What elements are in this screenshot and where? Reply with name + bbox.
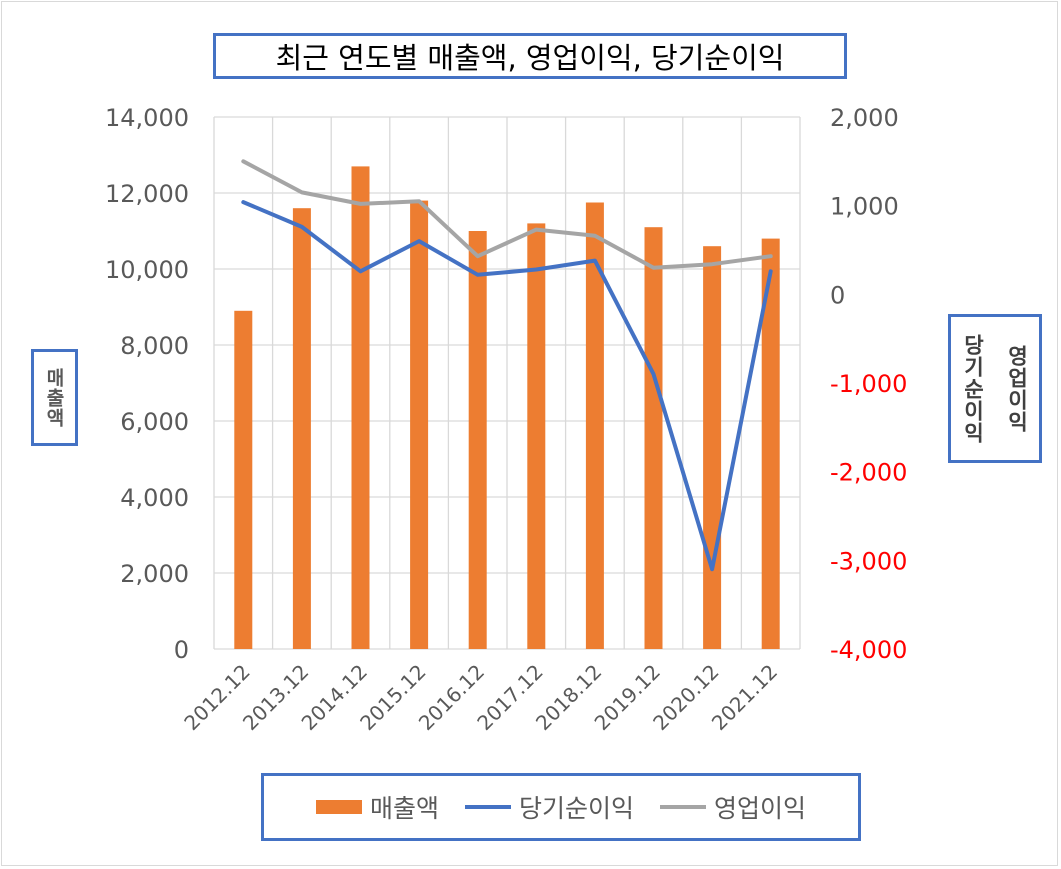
bar-revenue [644,227,663,649]
left-axis-label-box: 매출액 [31,349,78,446]
legend-label-revenue: 매출액 [369,794,439,823]
bar-revenue [585,202,604,649]
left-axis-label: 매출액 [43,367,65,428]
legend-item-net-income: 당기순이익 [464,789,634,825]
left-tick-label: 4,000 [120,484,189,512]
left-tick-label: 2,000 [120,560,189,588]
legend-label-operating-income: 영업이익 [714,794,807,823]
bar-revenue [234,310,253,649]
right-tick-label: -4,000 [830,636,907,664]
x-tick-label: 2021.12 [707,660,782,735]
legend-item-operating-income: 영업이익 [660,789,806,825]
right-tick-label: 1,000 [830,193,899,221]
bar-revenue [527,223,546,649]
bar-revenue [761,238,780,649]
bar-revenue [351,166,370,649]
legend-swatch-operating-income [660,805,706,809]
bar-revenue [292,208,311,649]
right-tick-label: 2,000 [830,104,899,132]
bar-revenue [468,231,487,649]
left-tick-label: 12,000 [105,180,189,208]
legend-swatch-revenue [315,800,362,814]
chart-title-text: 최근 연도별 매출액, 영업이익, 당기순이익 [275,41,785,75]
right-tick-label: -2,000 [830,459,907,487]
left-tick-label: 8,000 [120,332,189,360]
left-tick-label: 6,000 [120,408,189,436]
left-tick-label: 0 [174,636,189,664]
right-axis-label-operating-income: 영업이익 [1005,344,1029,433]
line-operating-income [241,159,773,270]
legend: 매출액 당기순이익 영업이익 [261,773,861,841]
left-tick-label: 10,000 [105,256,189,284]
chart-title: 최근 연도별 매출액, 영업이익, 당기순이익 [213,33,847,79]
legend-swatch-net-income [464,805,511,809]
legend-item-revenue: 매출액 [315,789,439,825]
right-axis-label-net-income: 당기순이익 [961,333,985,444]
legend-label-net-income: 당기순이익 [518,794,634,823]
bar-revenue [410,200,429,649]
right-tick-label: -1,000 [830,370,907,398]
bar-revenue [703,246,722,649]
right-tick-label: -3,000 [830,547,907,575]
line-net-income [241,200,773,572]
right-tick-label: 0 [830,281,845,309]
left-tick-label: 14,000 [105,104,189,132]
right-axis-label-box: 당기순이익 영업이익 [948,314,1042,463]
